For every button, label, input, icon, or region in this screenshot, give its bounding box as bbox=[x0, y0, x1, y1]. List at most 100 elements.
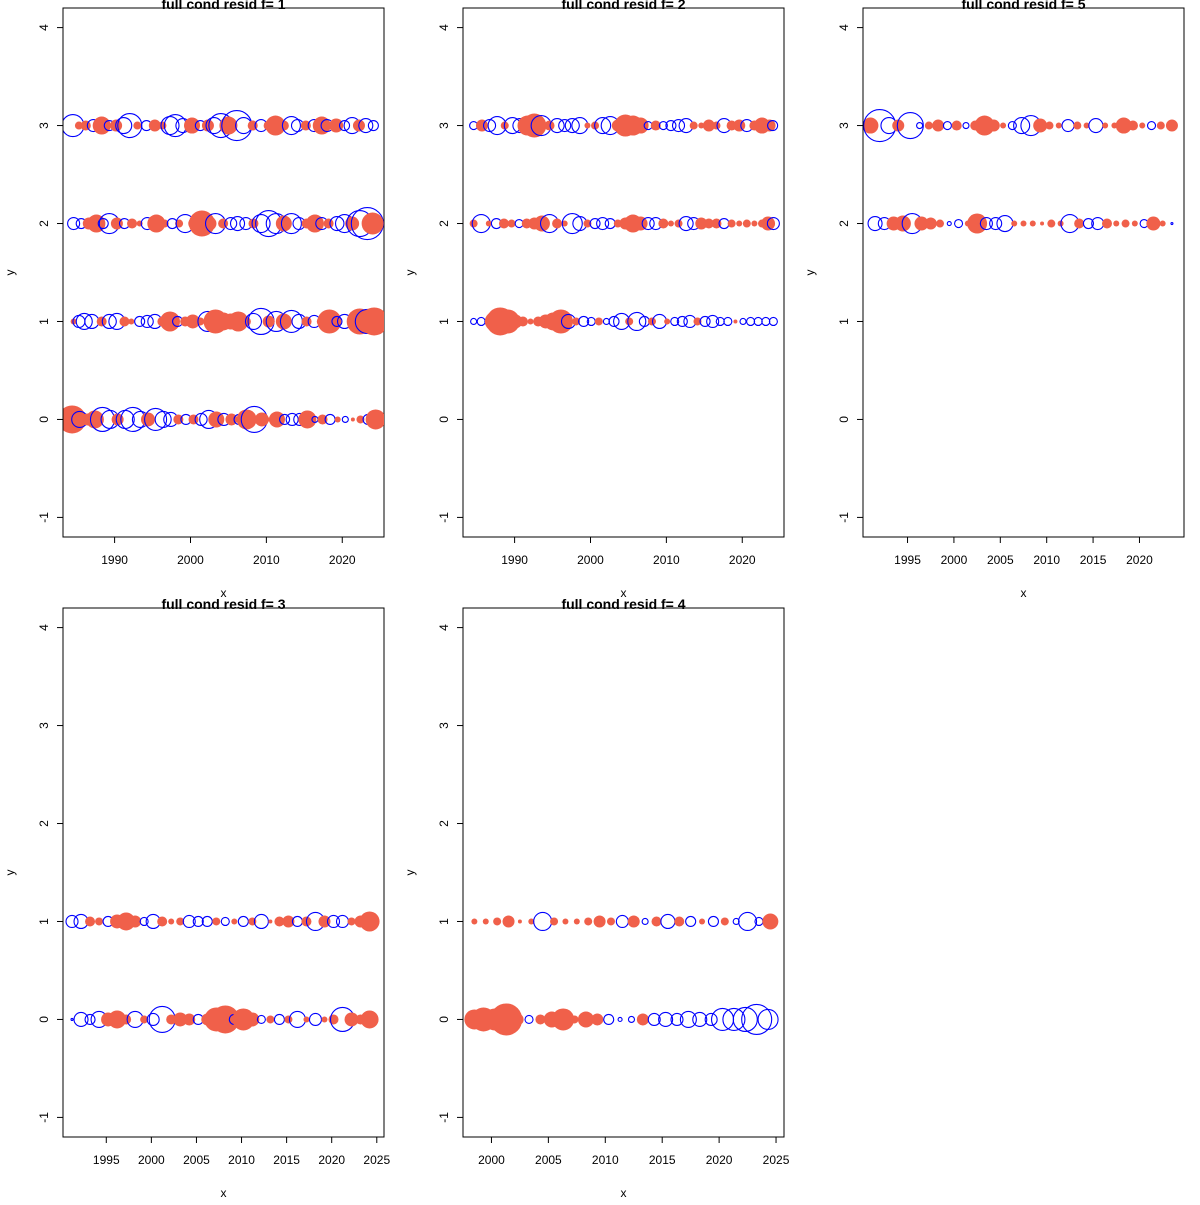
negative-residual-point bbox=[65, 914, 79, 929]
positive-residual-point bbox=[651, 916, 662, 927]
positive-residual-point bbox=[1113, 220, 1120, 227]
negative-residual-point bbox=[658, 121, 668, 131]
positive-residual-point bbox=[1020, 220, 1027, 227]
positive-residual-point bbox=[633, 216, 648, 231]
x-tick-label: 2020 bbox=[329, 553, 356, 567]
positive-residual-point bbox=[1156, 121, 1165, 130]
positive-residual-point bbox=[119, 316, 130, 327]
x-tick-label: 2000 bbox=[177, 553, 204, 567]
positive-residual-point bbox=[1139, 122, 1146, 129]
plot-frame bbox=[862, 7, 1185, 538]
negative-residual-point bbox=[75, 312, 93, 331]
positive-residual-point bbox=[932, 119, 945, 132]
negative-residual-point bbox=[617, 1016, 623, 1022]
positive-residual-point bbox=[535, 1014, 546, 1025]
positive-residual-point bbox=[544, 120, 555, 131]
x-tick-label: 2020 bbox=[706, 1153, 733, 1167]
positive-residual-point bbox=[698, 122, 705, 129]
negative-residual-point bbox=[1007, 121, 1017, 131]
negative-residual-point bbox=[331, 315, 343, 328]
negative-residual-point bbox=[706, 314, 720, 329]
negative-residual-point bbox=[670, 316, 680, 327]
x-axis-label: x bbox=[221, 586, 227, 600]
negative-residual-point bbox=[896, 112, 924, 140]
x-axis-label: x bbox=[1021, 586, 1027, 600]
y-tick-label: 3 bbox=[37, 122, 51, 129]
positive-residual-point bbox=[693, 317, 702, 326]
positive-residual-point bbox=[298, 410, 317, 429]
positive-residual-point bbox=[282, 915, 295, 928]
y-axis-label: y bbox=[3, 870, 17, 876]
negative-residual-point bbox=[367, 120, 379, 132]
positive-residual-point bbox=[344, 1012, 359, 1027]
positive-residual-point bbox=[485, 220, 492, 227]
positive-residual-point bbox=[914, 216, 929, 231]
positive-residual-point bbox=[552, 218, 563, 229]
negative-residual-point bbox=[757, 1008, 779, 1030]
negative-residual-point bbox=[676, 315, 688, 328]
plot-frame bbox=[62, 7, 385, 538]
negative-residual-point bbox=[1082, 217, 1094, 230]
negative-residual-point bbox=[989, 216, 1003, 231]
positive-residual-point bbox=[345, 216, 360, 231]
negative-residual-point bbox=[608, 315, 620, 328]
y-tick-label: 1 bbox=[437, 318, 451, 325]
x-tick-label: 2025 bbox=[363, 1153, 390, 1167]
positive-residual-point bbox=[317, 309, 342, 334]
negative-residual-point bbox=[140, 314, 154, 329]
negative-residual-point bbox=[685, 915, 697, 928]
y-tick-label: 0 bbox=[837, 416, 851, 423]
positive-residual-point bbox=[508, 314, 523, 329]
negative-residual-point bbox=[658, 1011, 674, 1027]
positive-residual-point bbox=[974, 115, 995, 136]
positive-residual-point bbox=[185, 314, 200, 329]
negative-residual-point bbox=[139, 916, 149, 927]
positive-residual-point bbox=[561, 220, 568, 227]
positive-residual-point bbox=[236, 409, 257, 430]
negative-residual-point bbox=[335, 914, 350, 929]
positive-residual-point bbox=[482, 918, 489, 925]
positive-residual-point bbox=[674, 219, 683, 228]
positive-residual-point bbox=[347, 917, 356, 926]
y-tick-label: 0 bbox=[37, 1016, 51, 1023]
negative-residual-point bbox=[285, 412, 299, 426]
y-tick-label: 3 bbox=[37, 722, 51, 729]
negative-residual-point bbox=[279, 413, 291, 425]
positive-residual-point bbox=[168, 918, 175, 925]
positive-residual-point bbox=[212, 917, 221, 926]
negative-residual-point bbox=[946, 220, 952, 227]
positive-residual-point bbox=[1165, 119, 1178, 132]
positive-residual-point bbox=[140, 412, 155, 427]
negative-residual-point bbox=[358, 118, 374, 134]
negative-residual-point bbox=[144, 407, 168, 431]
positive-residual-point bbox=[573, 918, 580, 925]
negative-residual-point bbox=[1146, 121, 1157, 131]
positive-residual-point bbox=[594, 317, 603, 326]
positive-residual-point bbox=[1073, 121, 1082, 130]
negative-residual-point bbox=[594, 117, 612, 135]
positive-residual-point bbox=[303, 1016, 310, 1023]
positive-residual-point bbox=[1159, 220, 1166, 227]
positive-residual-point bbox=[365, 409, 384, 430]
positive-residual-point bbox=[201, 119, 214, 132]
negative-residual-point bbox=[1061, 119, 1075, 133]
x-tick-label: 2010 bbox=[253, 553, 280, 567]
positive-residual-point bbox=[254, 412, 269, 427]
positive-residual-point bbox=[751, 220, 758, 227]
y-tick-label: 4 bbox=[37, 624, 51, 631]
positive-residual-point bbox=[763, 119, 776, 132]
positive-residual-point bbox=[1033, 118, 1048, 133]
x-axis-label: x bbox=[221, 1186, 227, 1200]
plot-frame bbox=[62, 607, 385, 1138]
negative-residual-point bbox=[761, 316, 771, 327]
positive-residual-point bbox=[1055, 122, 1062, 129]
positive-residual-point bbox=[550, 917, 559, 926]
negative-residual-point bbox=[160, 116, 180, 136]
positive-residual-point bbox=[228, 311, 249, 332]
positive-residual-point bbox=[128, 318, 135, 325]
x-axis-label: x bbox=[621, 1186, 627, 1200]
positive-residual-point bbox=[570, 1015, 579, 1024]
points-layer bbox=[469, 113, 780, 336]
negative-residual-point bbox=[627, 1015, 636, 1023]
positive-residual-point bbox=[490, 1003, 523, 1036]
